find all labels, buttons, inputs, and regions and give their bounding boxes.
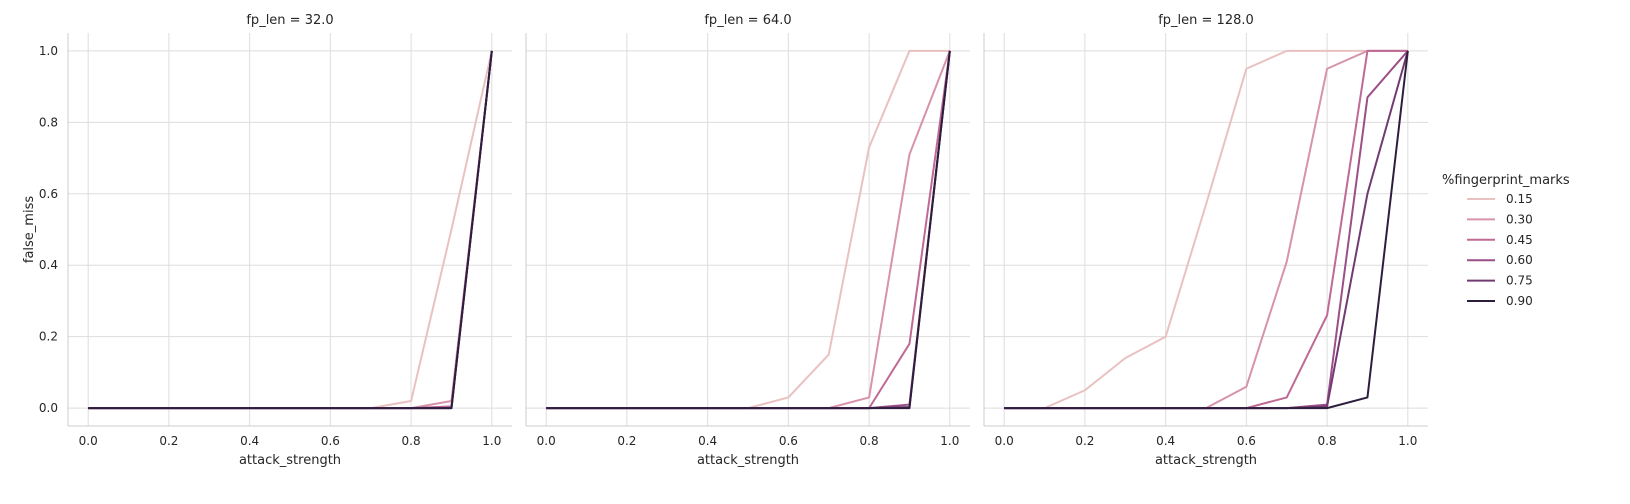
legend-label: 0.60 bbox=[1506, 253, 1533, 267]
series-line-0.90 bbox=[546, 50, 951, 410]
panel-title: fp_len = 128.0 bbox=[1158, 13, 1254, 28]
legend-label: 0.45 bbox=[1506, 233, 1533, 247]
series-line-0.60 bbox=[1004, 50, 1409, 410]
x-tick-label: 0.4 bbox=[698, 434, 717, 448]
x-tick-label: 0.4 bbox=[1156, 434, 1175, 448]
x-tick-label: 1.0 bbox=[940, 434, 959, 448]
x-tick-label: 0.8 bbox=[1318, 434, 1337, 448]
x-tick-label: 0.0 bbox=[995, 434, 1014, 448]
y-tick-label: 0.2 bbox=[39, 330, 58, 344]
x-tick-label: 1.0 bbox=[1398, 434, 1417, 448]
legend-label: 0.75 bbox=[1506, 274, 1533, 288]
series-line-0.75 bbox=[1004, 50, 1409, 410]
series-line-0.45 bbox=[546, 50, 951, 410]
series-line-0.15 bbox=[1004, 49, 1408, 410]
y-axis-label: false_miss bbox=[22, 196, 37, 263]
series-line-0.30 bbox=[546, 50, 951, 410]
series-line-0.30 bbox=[88, 50, 493, 410]
legend-title: %fingerprint_marks bbox=[1442, 173, 1570, 188]
x-tick-label: 0.0 bbox=[79, 434, 98, 448]
x-tick-label: 0.6 bbox=[1237, 434, 1256, 448]
x-tick-label: 0.8 bbox=[860, 434, 879, 448]
series-line-0.45 bbox=[88, 50, 493, 410]
series-line-0.60 bbox=[546, 50, 951, 410]
x-axis-label: attack_strength bbox=[239, 453, 341, 468]
series-line-0.90 bbox=[1004, 50, 1409, 410]
panel-title: fp_len = 32.0 bbox=[246, 13, 333, 28]
x-tick-label: 0.2 bbox=[159, 434, 178, 448]
x-tick-label: 0.4 bbox=[240, 434, 259, 448]
x-tick-label: 0.8 bbox=[402, 434, 421, 448]
y-tick-label: 0.4 bbox=[39, 258, 58, 272]
x-tick-label: 0.0 bbox=[537, 434, 556, 448]
series-line-0.90 bbox=[88, 50, 493, 410]
x-tick-label: 0.6 bbox=[321, 434, 340, 448]
x-axis-label: attack_strength bbox=[1155, 453, 1257, 468]
x-tick-label: 0.6 bbox=[779, 434, 798, 448]
panel-title: fp_len = 64.0 bbox=[704, 13, 791, 28]
legend-label: 0.15 bbox=[1506, 192, 1533, 206]
y-tick-label: 0.6 bbox=[39, 187, 58, 201]
y-tick-label: 1.0 bbox=[39, 44, 58, 58]
y-tick-label: 0.8 bbox=[39, 115, 58, 129]
x-tick-label: 1.0 bbox=[482, 434, 501, 448]
x-axis-label: attack_strength bbox=[697, 453, 799, 468]
series-line-0.15 bbox=[546, 49, 950, 410]
x-tick-label: 0.2 bbox=[1075, 434, 1094, 448]
series-line-0.30 bbox=[1004, 49, 1408, 410]
series-line-0.60 bbox=[88, 50, 493, 410]
legend-label: 0.30 bbox=[1506, 212, 1533, 226]
series-line-0.75 bbox=[88, 50, 493, 410]
legend-label: 0.90 bbox=[1506, 294, 1533, 308]
series-line-0.15 bbox=[88, 50, 493, 410]
x-tick-label: 0.2 bbox=[617, 434, 636, 448]
series-line-0.75 bbox=[546, 50, 951, 410]
series-line-0.45 bbox=[1004, 49, 1408, 410]
y-tick-label: 0.0 bbox=[39, 401, 58, 415]
